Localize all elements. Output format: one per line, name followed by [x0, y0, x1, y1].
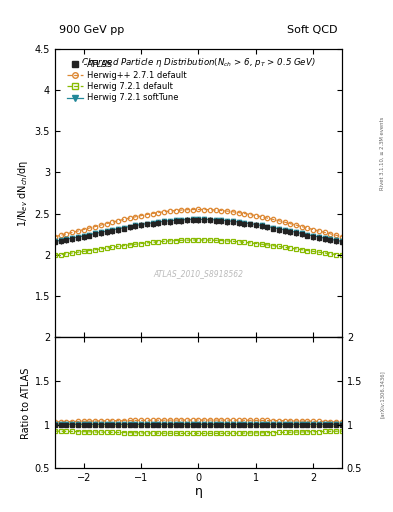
Text: Soft QCD: Soft QCD	[288, 25, 338, 35]
Text: [arXiv:1306.3436]: [arXiv:1306.3436]	[380, 370, 384, 418]
X-axis label: η: η	[195, 485, 202, 498]
Legend: ATLAS, Herwig++ 2.7.1 default, Herwig 7.2.1 default, Herwig 7.2.1 softTune: ATLAS, Herwig++ 2.7.1 default, Herwig 7.…	[65, 58, 188, 104]
Y-axis label: 1/N$_{ev}$ dN$_{ch}$/dη: 1/N$_{ev}$ dN$_{ch}$/dη	[17, 159, 31, 227]
Text: 900 GeV pp: 900 GeV pp	[59, 25, 124, 35]
Text: ATLAS_2010_S8918562: ATLAS_2010_S8918562	[153, 269, 244, 279]
Y-axis label: Ratio to ATLAS: Ratio to ATLAS	[20, 367, 31, 439]
Text: Rivet 3.1.10, ≥ 2.3M events: Rivet 3.1.10, ≥ 2.3M events	[380, 117, 384, 190]
Text: Charged Particle $\eta$ Distribution$(N_{ch}$ > 6, $p_{T}$ > 0.5 GeV): Charged Particle $\eta$ Distribution$(N_…	[81, 56, 316, 69]
